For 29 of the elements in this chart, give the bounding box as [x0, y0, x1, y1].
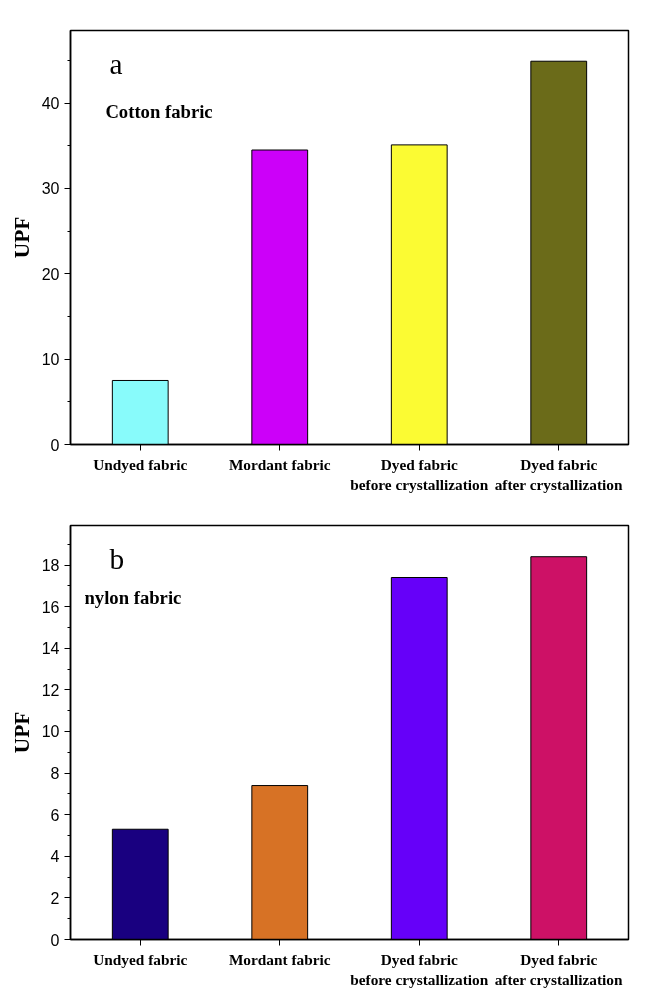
- y-axis-title: UPF: [9, 216, 34, 259]
- x-tick-label: Dyed fabric after crystallization: [494, 455, 623, 493]
- annotation: Cotton fabric: [105, 100, 213, 122]
- annotation: nylon fabric: [84, 587, 182, 609]
- y-tick-label: 14: [41, 640, 60, 658]
- y-tick-label: 0: [50, 436, 60, 454]
- annotation: b: [109, 543, 125, 576]
- y-tick-label: 18: [41, 557, 60, 575]
- x-tick-label: Mordant fabric: [228, 950, 331, 968]
- y-tick-label: 8: [50, 765, 60, 783]
- x-tick-label: Undyed fabric: [93, 950, 188, 968]
- y-axis-title: UPF: [9, 711, 34, 754]
- annotation: a: [109, 48, 123, 81]
- y-tick-label: 6: [50, 806, 60, 824]
- x-tick-label: Dyed fabric before crystallization: [350, 455, 489, 493]
- x-tick-label: Mordant fabric: [228, 455, 331, 473]
- y-tick-label: 20: [41, 265, 60, 283]
- x-tick-label: Undyed fabric: [93, 455, 188, 473]
- y-tick-label: 16: [41, 598, 60, 616]
- y-tick-label: 10: [41, 351, 60, 369]
- y-tick-label: 12: [41, 681, 60, 699]
- x-tick-label: Dyed fabric after crystallization: [494, 950, 623, 988]
- y-tick-label: 40: [41, 95, 60, 113]
- y-tick-label: 0: [50, 931, 60, 949]
- y-tick-label: 2: [50, 889, 60, 907]
- y-tick-label: 10: [41, 723, 60, 741]
- y-tick-label: 30: [41, 180, 60, 198]
- x-tick-label: Dyed fabric before crystallization: [350, 950, 489, 988]
- y-tick-label: 4: [50, 848, 60, 866]
